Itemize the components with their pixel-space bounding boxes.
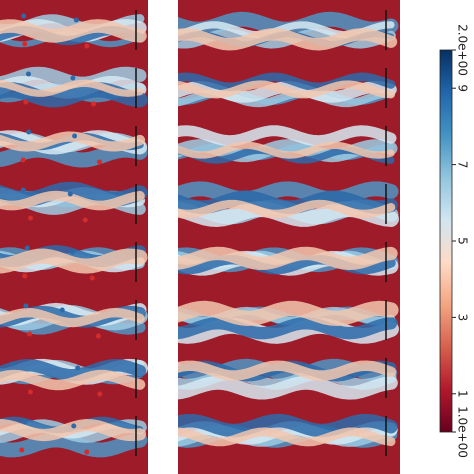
probe-dot xyxy=(75,365,81,371)
flow-streak xyxy=(0,432,148,458)
probe-dot xyxy=(95,333,101,339)
probe-dot xyxy=(84,449,90,455)
probe-dot xyxy=(22,273,28,279)
probe-dot xyxy=(59,307,65,313)
right-field xyxy=(178,0,400,474)
probe-dot xyxy=(84,43,90,49)
flow-streak xyxy=(0,419,147,442)
flow-streak xyxy=(0,359,147,382)
flow-streak xyxy=(0,131,146,152)
right-flow xyxy=(178,10,399,456)
colorbar-tick-label: 9 xyxy=(456,84,470,92)
flow-streak xyxy=(178,80,396,99)
probe-dot xyxy=(21,13,27,19)
flow-streak xyxy=(178,125,397,147)
probe-dot xyxy=(20,187,26,193)
left-flow xyxy=(0,10,148,458)
flow-streak xyxy=(0,307,145,328)
probe-dot xyxy=(20,157,26,163)
flow-streak xyxy=(0,19,147,43)
probe-dot xyxy=(27,389,33,395)
flow-streak xyxy=(0,190,145,211)
flow-streak xyxy=(178,246,398,271)
probe-dot xyxy=(73,17,79,23)
probe-dot xyxy=(27,331,33,337)
probe-dot xyxy=(10,361,16,367)
probe-dot xyxy=(23,99,29,105)
probe-dot xyxy=(23,303,29,309)
probe-dot xyxy=(70,75,76,81)
flow-streak xyxy=(178,28,398,51)
colorbar-ticks: 1.0e+00 1 3 5 7 9 2.0e+00 xyxy=(452,24,470,458)
flow-streak xyxy=(178,427,396,447)
probe-dot xyxy=(97,391,103,397)
flow-streak xyxy=(178,375,398,400)
flow-streak xyxy=(178,199,396,219)
probe-dot xyxy=(25,71,31,77)
probe-dot xyxy=(22,419,28,425)
probe-dot xyxy=(67,191,73,197)
probe-dot xyxy=(89,275,95,281)
probe-dot xyxy=(71,423,77,429)
probe-dot xyxy=(97,159,103,165)
colorbar-tick-label: 2.0e+00 xyxy=(456,24,470,76)
probe-dot xyxy=(27,215,33,221)
colorbar-tick-label: 7 xyxy=(456,161,470,169)
flow-streak xyxy=(0,79,144,97)
probe-dot xyxy=(91,101,97,107)
probe-dot xyxy=(82,217,88,223)
flow-streak xyxy=(178,141,395,159)
probe-dot xyxy=(26,129,32,135)
probe-dot xyxy=(19,447,25,453)
flow-streak xyxy=(178,360,397,381)
probe-dot xyxy=(72,133,78,139)
probe-dot xyxy=(70,249,76,255)
flow-streak xyxy=(178,300,399,327)
colorbar-tick-label: 3 xyxy=(456,314,470,322)
flow-streak xyxy=(178,317,398,340)
colorbar xyxy=(439,49,453,433)
colorbar-tick-label: 1 xyxy=(456,390,470,398)
colorbar-tick-label: 1.0e+00 xyxy=(456,406,470,458)
probe-dot xyxy=(24,245,30,251)
flow-streak xyxy=(0,248,148,274)
flow-streak xyxy=(178,181,399,207)
flow-streak xyxy=(0,369,146,391)
probe-dot xyxy=(22,41,28,47)
flow-streak xyxy=(178,413,398,438)
flow-streak xyxy=(178,72,396,92)
colorbar-tick-label: 5 xyxy=(456,237,470,245)
